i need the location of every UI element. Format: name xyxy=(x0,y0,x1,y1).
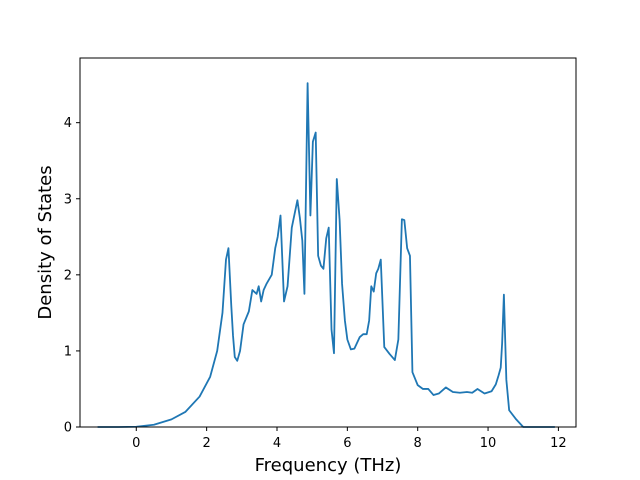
dos-series-line xyxy=(97,82,555,428)
y-tick-label: 3 xyxy=(64,192,72,207)
axes-frame xyxy=(79,57,577,428)
x-tick-label: 10 xyxy=(480,436,497,451)
y-axis-label: Density of States xyxy=(35,165,56,319)
x-tick-label: 8 xyxy=(414,436,422,451)
x-tick-label: 4 xyxy=(273,436,281,451)
x-tick-label: 2 xyxy=(202,436,210,451)
plot-area xyxy=(97,82,555,428)
y-axis-ticks: 0 1 2 3 4 xyxy=(64,116,80,436)
y-tick-label: 4 xyxy=(64,116,72,131)
y-tick-label: 2 xyxy=(64,268,72,283)
y-tick-label: 0 xyxy=(64,421,72,436)
x-axis-ticks: 0 2 4 6 8 10 12 xyxy=(132,427,567,451)
y-tick-label: 1 xyxy=(64,344,72,359)
x-tick-label: 6 xyxy=(343,436,351,451)
x-tick-label: 0 xyxy=(132,436,140,451)
x-axis-label: Frequency (THz) xyxy=(255,455,402,476)
x-tick-label: 12 xyxy=(550,436,567,451)
